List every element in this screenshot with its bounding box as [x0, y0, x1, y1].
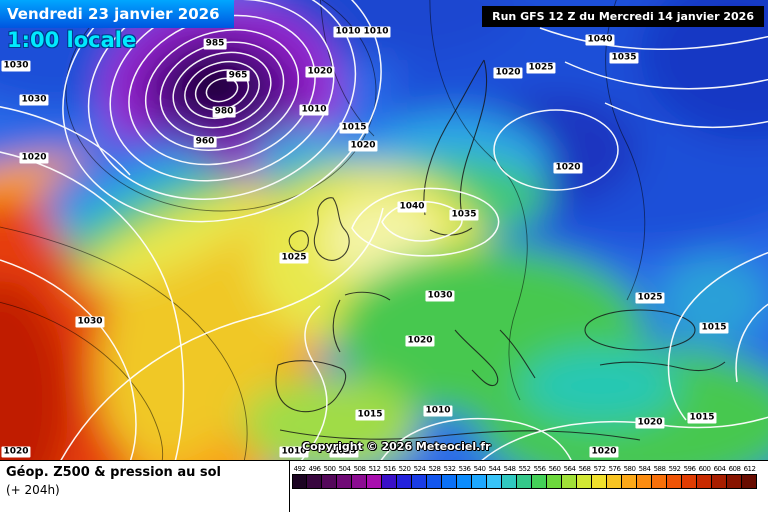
isobar-label: 1035 — [449, 209, 479, 221]
color-scale-cell: 588 — [652, 465, 667, 489]
color-scale-cell: 608 — [727, 465, 742, 489]
isobar-label: 1020 — [493, 67, 523, 79]
geopotential-contours — [0, 0, 646, 460]
legend-lead-time: (+ 204h) — [6, 483, 60, 497]
isobar-label: 985 — [203, 38, 227, 50]
isobar-label: 960 — [193, 136, 217, 148]
color-scale-cell: 540 — [472, 465, 487, 489]
isobar-label: 1035 — [609, 52, 639, 64]
isobar-label: 965 — [226, 70, 250, 82]
color-scale-cell: 556 — [532, 465, 547, 489]
color-scale-cell: 500 — [322, 465, 337, 489]
color-scale-cell: 492 — [292, 465, 307, 489]
color-scale-cell: 520 — [397, 465, 412, 489]
isobar-label: 1010 — [299, 104, 329, 116]
color-scale-cell: 576 — [607, 465, 622, 489]
color-scale: 492 496 500 504 508 512 516 520 524 528 532 536 540 5… — [292, 461, 757, 512]
color-scale-cell: 548 — [502, 465, 517, 489]
color-scale-cell: 572 — [592, 465, 607, 489]
color-scale-cell: 612 — [742, 465, 757, 489]
isobar-label: 1020 — [589, 446, 619, 458]
coastlines — [275, 59, 726, 441]
color-scale-cell: 600 — [697, 465, 712, 489]
isobar-label: 1010 — [423, 405, 453, 417]
isobar-label: 980 — [212, 106, 236, 118]
isobar-label: 1040 — [397, 201, 427, 213]
legend-title: Géop. Z500 & pression au sol — [6, 465, 221, 480]
isobar-label: 1030 — [75, 316, 105, 328]
isobar-label: 1020 — [348, 140, 378, 152]
isobar-label: 1020 — [405, 335, 435, 347]
color-scale-cell: 592 — [667, 465, 682, 489]
color-scale-cell: 596 — [682, 465, 697, 489]
run-info: Run GFS 12 Z du Mercredi 14 janvier 2026 — [492, 10, 754, 23]
color-scale-cell: 580 — [622, 465, 637, 489]
color-scale-cell: 552 — [517, 465, 532, 489]
color-scale-cell: 508 — [352, 465, 367, 489]
isobar-label: 1020 — [1, 446, 31, 458]
isobar-label: 1015 — [355, 409, 385, 421]
isobar-label: 1010 — [279, 446, 309, 458]
color-scale-cell: 516 — [382, 465, 397, 489]
isobar-label: 1015 — [339, 122, 369, 134]
forecast-date-box: Vendredi 23 janvier 2026 — [0, 0, 234, 28]
isobar-label: 1030 — [1, 60, 31, 72]
color-scale-cell: 528 — [427, 465, 442, 489]
isobar-label: 1040 — [585, 34, 615, 46]
color-scale-cell: 532 — [442, 465, 457, 489]
color-scale-cell: 536 — [457, 465, 472, 489]
copyright-text: Copyright © 2026 Meteociel.fr — [302, 440, 491, 453]
isobar-contours — [0, 0, 768, 460]
color-scale-cell: 544 — [487, 465, 502, 489]
isobar-label: 1025 — [635, 292, 665, 304]
forecast-date: Vendredi 23 janvier 2026 — [7, 5, 220, 23]
color-scale-cell: 560 — [547, 465, 562, 489]
color-scale-cell: 524 — [412, 465, 427, 489]
isobar-label: 1030 — [19, 94, 49, 106]
isobar-label: 1030 — [425, 290, 455, 302]
isobar-label: 1020 — [305, 66, 335, 78]
isobar-label: 1020 — [553, 162, 583, 174]
legend-strip: Géop. Z500 & pression au sol (+ 204h) 49… — [0, 460, 768, 512]
isobar-label: 1015 — [687, 412, 717, 424]
isobar-label: 1015 — [699, 322, 729, 334]
isobar-label: 1010 — [333, 26, 363, 38]
isobar-label: 1010 — [361, 26, 391, 38]
color-scale-cell: 568 — [577, 465, 592, 489]
weather-field-svg — [0, 0, 768, 460]
forecast-local-time: 1:00 locale — [7, 28, 137, 52]
isobar-label: 1015 — [329, 446, 359, 458]
color-scale-cell: 512 — [367, 465, 382, 489]
isobar-label: 1025 — [279, 252, 309, 264]
color-scale-cell: 496 — [307, 465, 322, 489]
map-area: 1030 1030 1020 1030 1020 985 965 980 960 1010 1010… — [0, 0, 768, 460]
color-scale-cell: 564 — [562, 465, 577, 489]
legend-title-box: Géop. Z500 & pression au sol (+ 204h) — [0, 461, 290, 512]
isobar-label: 1025 — [526, 62, 556, 74]
run-info-box: Run GFS 12 Z du Mercredi 14 janvier 2026 — [482, 6, 764, 27]
color-scale-cell: 604 — [712, 465, 727, 489]
isobar-label: 1020 — [635, 417, 665, 429]
color-scale-cell: 584 — [637, 465, 652, 489]
color-scale-cell: 504 — [337, 465, 352, 489]
isobar-label: 1020 — [19, 152, 49, 164]
